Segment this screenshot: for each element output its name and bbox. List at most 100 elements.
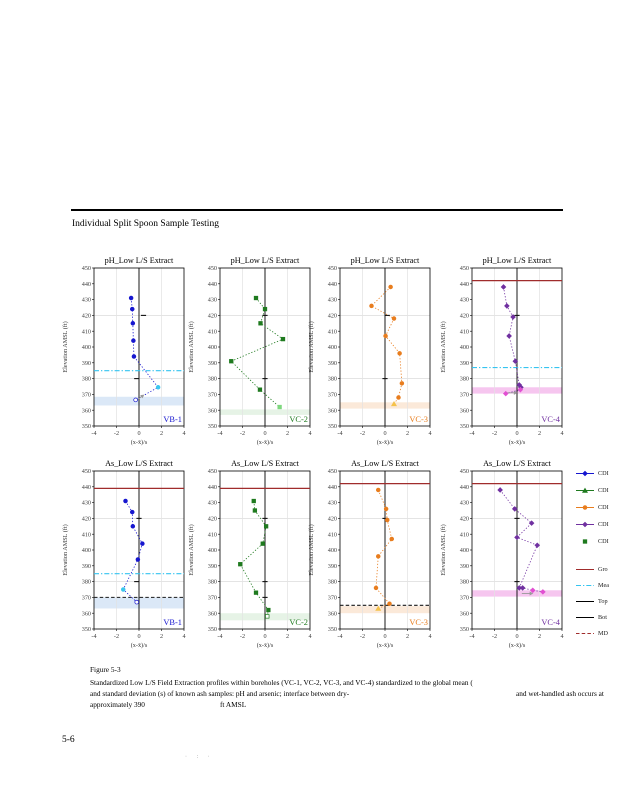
svg-text:350: 350 [208,423,217,430]
svg-text:400: 400 [82,547,91,554]
svg-text:420: 420 [328,313,337,320]
svg-text:350: 350 [82,423,91,430]
svg-text:-4: -4 [91,430,96,437]
svg-text:4: 4 [182,633,185,640]
chart-ph-vc3: pH_Low L/S Extract4504404304204104003903… [308,256,432,446]
chart-as-vc2: As_Low L/S Extract4504404304204104003903… [188,459,312,649]
chart-ph-vc2: pH_Low L/S Extract4504404304204104003903… [188,256,312,446]
svg-text:420: 420 [208,516,217,523]
legend-label: Mea [598,581,609,589]
svg-text:2: 2 [160,430,163,437]
legend-swatch [576,521,594,527]
svg-text:4: 4 [428,430,431,437]
svg-text:-4: -4 [337,430,342,437]
svg-text:370: 370 [328,595,337,602]
svg-text:410: 410 [328,531,337,538]
section-heading: Individual Split Spoon Sample Testing [72,219,219,229]
legend-label: CDI [598,469,609,477]
svg-text:440: 440 [460,281,469,288]
x-axis-label: (x-x̄)/s [509,439,526,446]
svg-text:420: 420 [460,313,469,320]
svg-text:400: 400 [208,547,217,554]
svg-text:2: 2 [286,430,289,437]
svg-text:0: 0 [263,430,266,437]
svg-text:410: 410 [460,531,469,538]
svg-text:450: 450 [208,468,217,475]
svg-text:380: 380 [328,579,337,586]
svg-text:440: 440 [460,484,469,491]
svg-text:450: 450 [460,468,469,475]
legend-swatch [582,538,588,544]
svg-text:390: 390 [460,563,469,570]
svg-text:350: 350 [328,626,337,633]
svg-text:410: 410 [328,328,337,335]
svg-text:370: 370 [208,392,217,399]
svg-text:400: 400 [460,344,469,351]
legend-swatch [576,632,594,634]
svg-text:-4: -4 [91,633,96,640]
legend-label: CDI [598,537,609,545]
svg-text:440: 440 [328,484,337,491]
svg-text:440: 440 [82,281,91,288]
svg-text:350: 350 [460,626,469,633]
svg-text:400: 400 [328,344,337,351]
svg-text:2: 2 [538,633,541,640]
borehole-label: VC-3 [409,618,428,627]
svg-text:4: 4 [308,633,311,640]
x-axis-label: (x-x̄)/s [257,642,274,649]
svg-text:0: 0 [263,633,266,640]
svg-text:400: 400 [328,547,337,554]
legend-item: CDI [576,536,618,546]
borehole-label: VB-1 [163,618,182,627]
arrow-marker [521,591,534,596]
svg-text:430: 430 [460,297,469,304]
svg-text:360: 360 [82,610,91,617]
legend-label: CDI [598,503,609,511]
x-axis-label: (x-x̄)/s [377,439,394,446]
caption-line-3-left: approximately 390 [90,700,145,709]
y-axis-label: Elevation AMSL (ft) [62,321,69,372]
legend-item: CDI [576,485,618,495]
svg-text:360: 360 [208,610,217,617]
svg-text:380: 380 [208,579,217,586]
svg-text:440: 440 [208,281,217,288]
svg-text:350: 350 [208,626,217,633]
svg-text:370: 370 [328,392,337,399]
chart-ph-vc4: pH_Low L/S Extract4504404304204104003903… [440,256,564,446]
svg-text:390: 390 [82,360,91,367]
chart-as-vc4: As_Low L/S Extract4504404304204104003903… [440,459,564,649]
legend-swatch [576,616,594,618]
legend-swatch [576,504,594,510]
chart-ph-vb1: pH_Low L/S Extract4504404304204104003903… [62,256,186,446]
borehole-label: VC-4 [541,415,560,424]
svg-text:-4: -4 [337,633,342,640]
caption-line-2-left: and standard deviation (s) of known ash … [90,689,350,698]
svg-text:430: 430 [208,297,217,304]
y-axis-label: Elevation AMSL (ft) [440,321,447,372]
figure-legend: CDI CDI CDI CDI CDI Gro Mea Top Bot MD [576,468,618,645]
svg-text:380: 380 [82,376,91,383]
legend-item: Gro [576,565,618,573]
x-axis-label: (x-x̄)/s [131,642,148,649]
legend-item: Mea [576,581,618,589]
svg-text:390: 390 [328,360,337,367]
svg-text:-2: -2 [492,430,497,437]
svg-text:-2: -2 [240,430,245,437]
legend-label: CDI [598,486,609,494]
svg-text:400: 400 [82,344,91,351]
svg-text:350: 350 [82,626,91,633]
legend-item: Top [576,597,618,605]
svg-text:-2: -2 [360,633,365,640]
svg-text:420: 420 [82,516,91,523]
svg-text:410: 410 [460,328,469,335]
svg-text:360: 360 [208,407,217,414]
svg-text:360: 360 [328,407,337,414]
svg-text:360: 360 [328,610,337,617]
borehole-label: VC-4 [541,618,560,627]
svg-text:450: 450 [82,265,91,272]
svg-text:380: 380 [460,376,469,383]
chart-title: As_Low L/S Extract [351,459,419,468]
svg-text:400: 400 [460,547,469,554]
chart-title: pH_Low L/S Extract [351,256,420,265]
